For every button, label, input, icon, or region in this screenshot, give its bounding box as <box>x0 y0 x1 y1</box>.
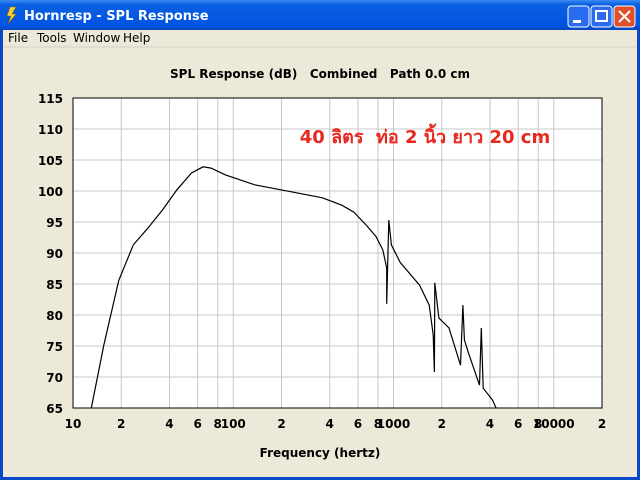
y-tick-label: 80 <box>46 309 63 323</box>
menu-bar: File Tools Window Help <box>8 31 150 45</box>
plot-border <box>72 97 603 409</box>
x-tick-label: 1000 <box>377 417 410 431</box>
close-button[interactable] <box>613 5 636 28</box>
y-tick-label: 110 <box>38 123 63 137</box>
y-tick-label: 95 <box>46 216 63 230</box>
x-tick-label: 4 <box>486 417 494 431</box>
chart-title: SPL Response (dB) Combined Path 0.0 cm <box>170 67 470 81</box>
x-tick-label: 6 <box>354 417 362 431</box>
menu-item[interactable]: Help <box>123 31 150 45</box>
x-tick-label: 2 <box>277 417 285 431</box>
x-tick-label: 4 <box>326 417 334 431</box>
x-tick-label: 2 <box>438 417 446 431</box>
y-tick-label: 105 <box>38 154 63 168</box>
minimize-button[interactable] <box>567 5 590 28</box>
x-tick-label: 4 <box>165 417 173 431</box>
y-tick-label: 75 <box>46 340 63 354</box>
spl-curve <box>90 166 497 408</box>
x-tick-label: 8 <box>534 417 542 431</box>
y-tick-label: 100 <box>38 185 63 199</box>
x-tick-label: 2 <box>117 417 125 431</box>
menu-item[interactable]: File <box>8 31 28 45</box>
x-tick-label: 2 <box>598 417 606 431</box>
x-tick-label: 6 <box>514 417 522 431</box>
y-tick-label: 115 <box>38 92 63 106</box>
y-tick-label: 85 <box>46 278 63 292</box>
title-bar <box>0 0 640 30</box>
x-tick-label: 10 <box>65 417 82 431</box>
menu-item[interactable]: Window <box>73 31 121 45</box>
x-tick-label: 8 <box>374 417 382 431</box>
app-icon <box>6 6 17 25</box>
menu-item[interactable]: Tools <box>36 31 67 45</box>
x-tick-label: 100 <box>221 417 246 431</box>
y-tick-label: 65 <box>46 402 63 416</box>
y-tick-label: 70 <box>46 371 63 385</box>
annotation: 40 ลิตร ท่อ 2 นิ้ว ยาว 20 cm <box>300 123 550 148</box>
x-tick-label: 6 <box>194 417 202 431</box>
window-title: Hornresp - SPL Response <box>24 9 209 24</box>
x-tick-label: 8 <box>214 417 222 431</box>
x-axis-label: Frequency (hertz) <box>260 446 381 460</box>
maximize-button[interactable] <box>590 5 613 28</box>
y-tick-label: 90 <box>46 247 63 261</box>
x-tick-label: 10000 <box>533 417 575 431</box>
